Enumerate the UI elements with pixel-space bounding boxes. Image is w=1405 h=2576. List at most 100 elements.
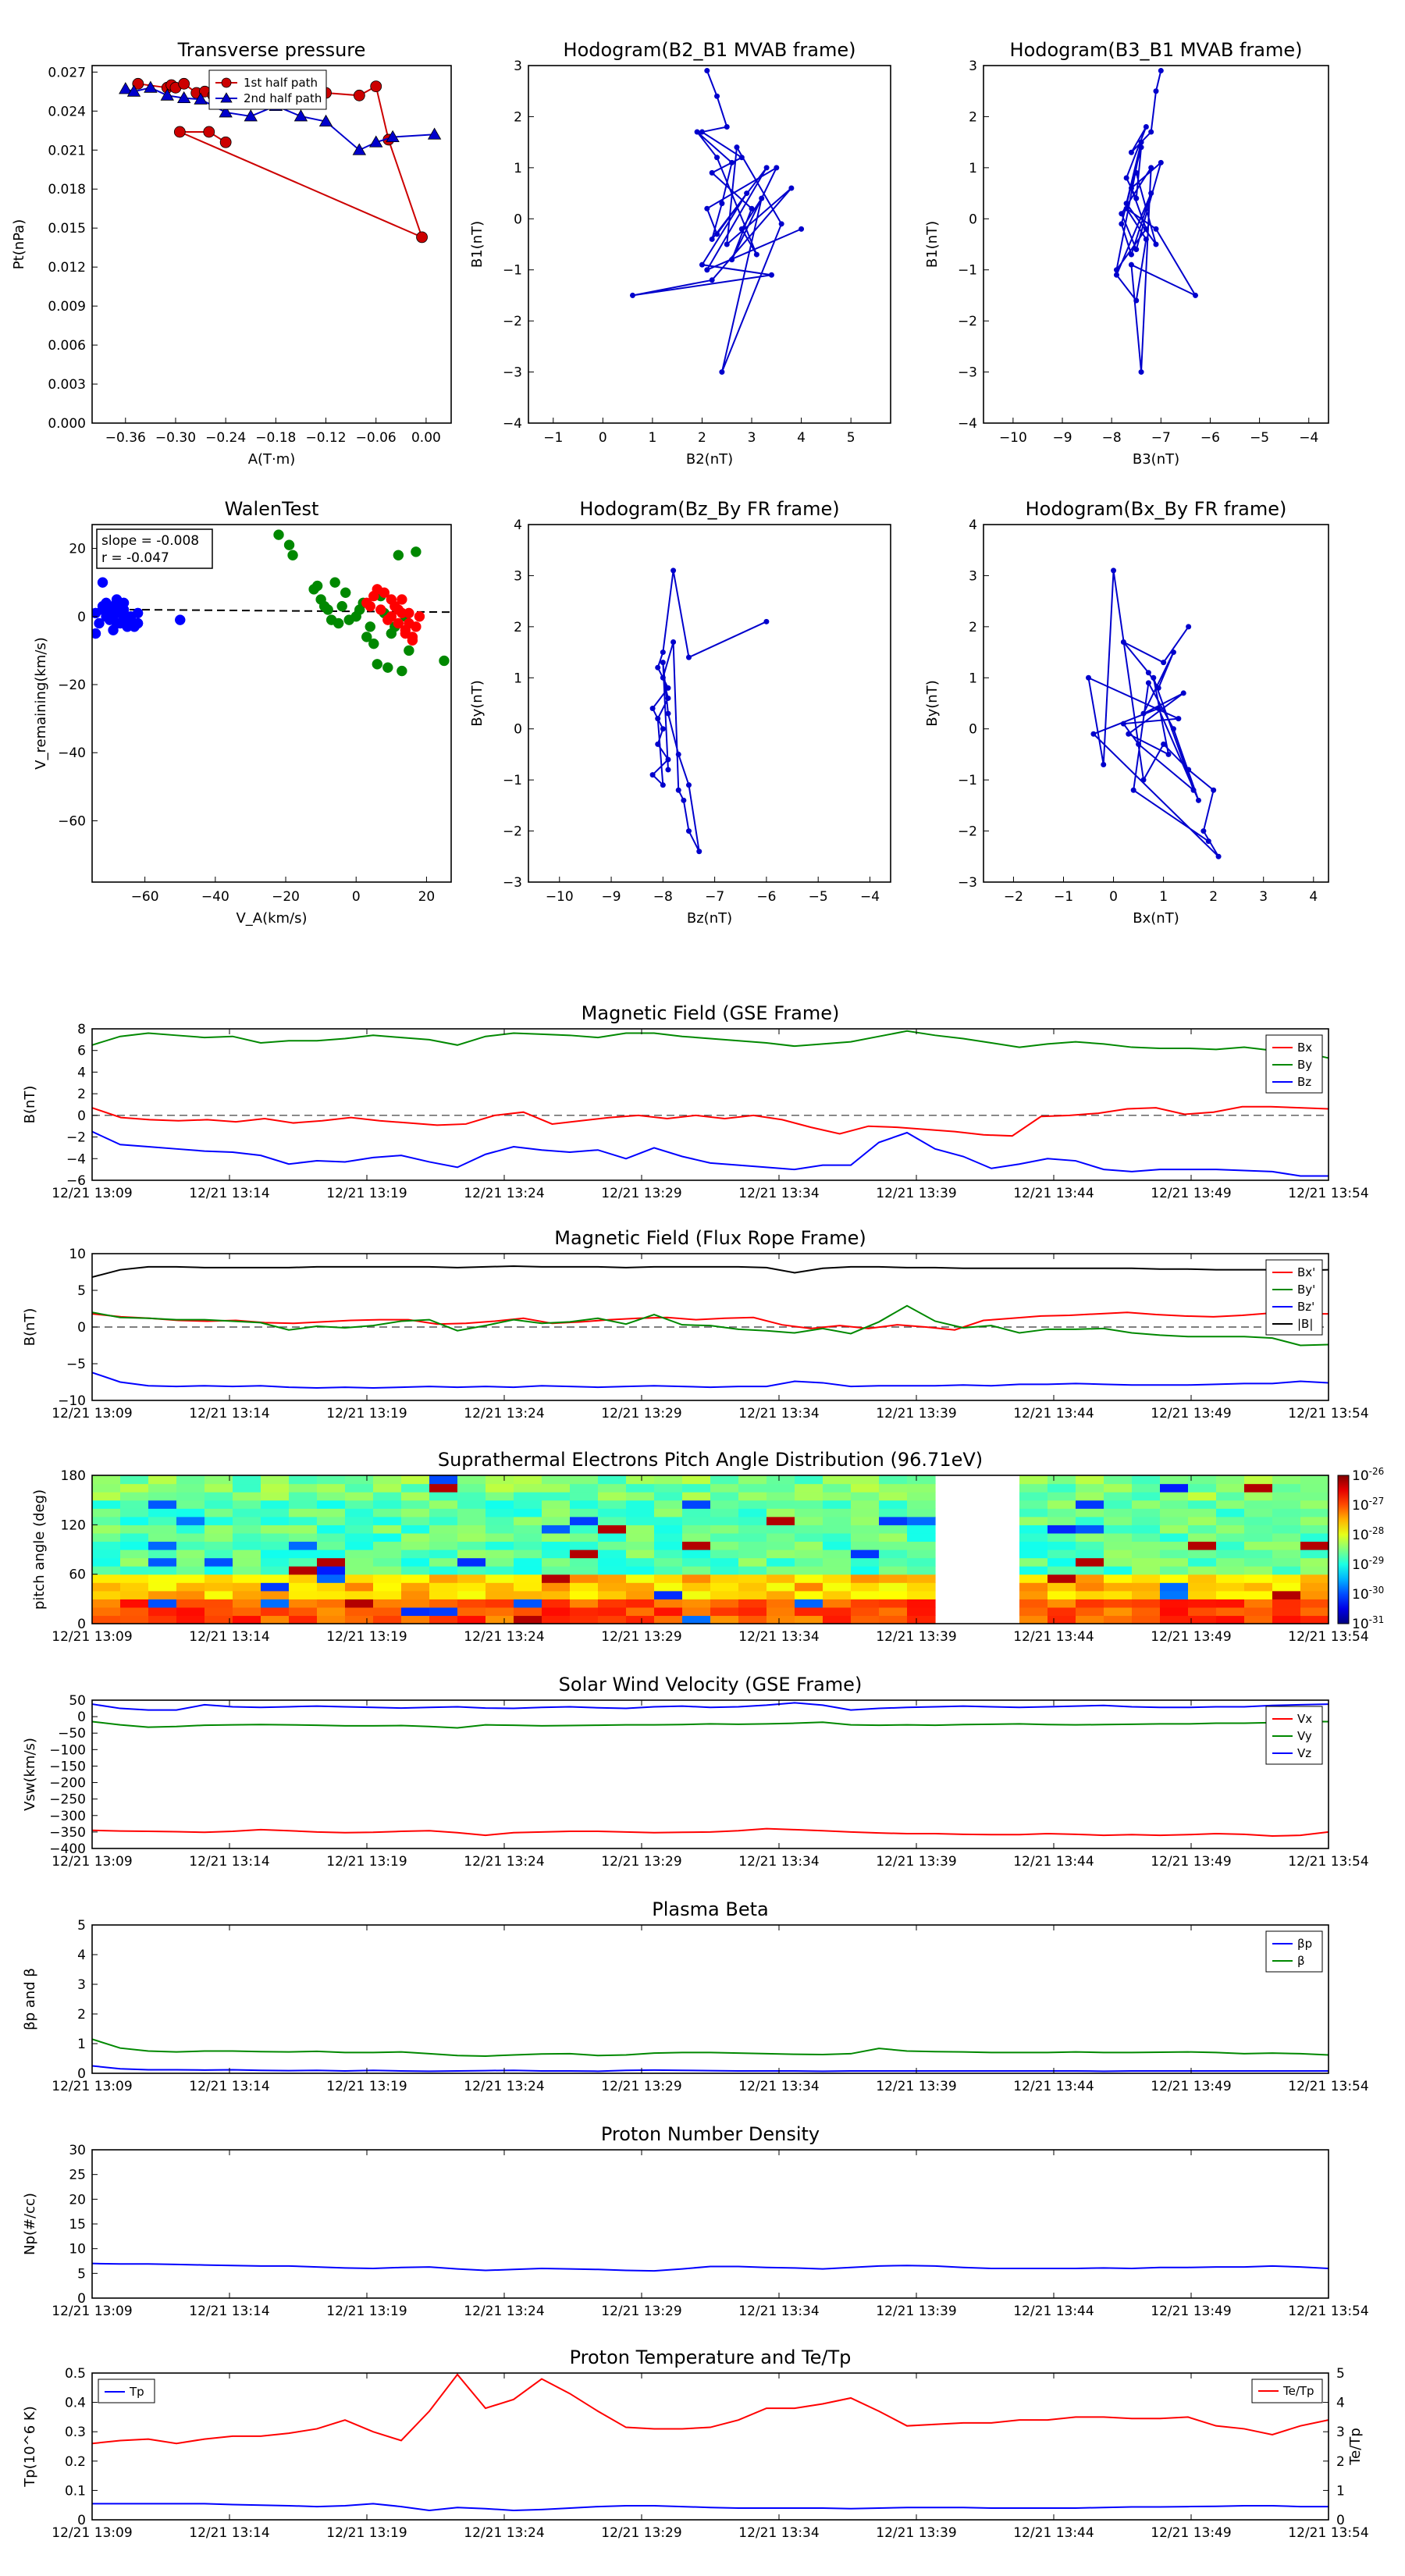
heatmap-cell — [907, 1541, 936, 1550]
heatmap-cell — [176, 1475, 205, 1485]
heatmap-cell — [1272, 1606, 1301, 1617]
data-point — [734, 144, 740, 151]
y-axis-label: B(nT) — [22, 1308, 38, 1347]
x-tick-label: 12/21 13:44 — [1013, 1186, 1094, 1201]
legend-label: Bx — [1297, 1041, 1312, 1055]
plot-area — [649, 568, 770, 855]
plot-area — [92, 529, 451, 677]
heatmap-cell — [823, 1475, 852, 1485]
heatmap-cell — [373, 1574, 402, 1583]
heatmap-cell — [401, 1475, 430, 1485]
heatmap-cell — [401, 1492, 430, 1501]
data-point — [340, 587, 351, 598]
legend-label: βp — [1297, 1937, 1312, 1951]
heatmap-cell — [1272, 1574, 1301, 1583]
y-axis-label: V_remaining(km/s) — [33, 637, 49, 770]
heatmap-cell — [879, 1532, 908, 1542]
data-point — [119, 82, 133, 94]
heatmap-cell — [767, 1508, 795, 1517]
legend-label: Te/Tp — [1282, 2384, 1314, 2398]
y-tick-label: −2 — [958, 314, 977, 329]
heatmap-cell — [176, 1508, 205, 1517]
heatmap-cell — [176, 1525, 205, 1534]
heatmap-cell — [120, 1516, 149, 1525]
heatmap-cell — [1132, 1590, 1161, 1599]
heatmap-cell — [598, 1508, 627, 1517]
heatmap-cell — [1272, 1483, 1301, 1493]
heatmap-cell — [1076, 1525, 1104, 1534]
heatmap-cell — [373, 1525, 402, 1534]
y-tick-label: 0.027 — [48, 65, 86, 80]
y-tick-label: −20 — [58, 678, 86, 693]
heatmap-cell — [851, 1500, 880, 1509]
heatmap-cell — [907, 1550, 936, 1559]
plot-frame — [91, 1475, 1329, 1624]
heatmap-cell — [429, 1606, 458, 1617]
heatmap-cell — [1019, 1599, 1048, 1608]
heatmap-cell — [738, 1606, 767, 1617]
heatmap-cell — [1048, 1582, 1076, 1592]
heatmap-cell — [233, 1599, 261, 1608]
heatmap-cell — [1076, 1590, 1104, 1599]
heatmap-cell — [710, 1574, 739, 1583]
heatmap-cell — [1300, 1475, 1329, 1485]
data-point — [799, 226, 805, 232]
y-tick-label: 1 — [969, 671, 977, 686]
heatmap-cell — [1272, 1582, 1301, 1592]
heatmap-cell — [486, 1475, 514, 1485]
heatmap-cell — [626, 1492, 655, 1501]
data-point — [660, 649, 666, 656]
heatmap-cell — [205, 1574, 233, 1583]
data-point — [132, 77, 144, 90]
data-point — [1123, 175, 1129, 181]
heatmap-cell — [176, 1599, 205, 1608]
heatmap-cell — [598, 1516, 627, 1525]
heatmap-cell — [1019, 1500, 1048, 1509]
data-point — [1148, 165, 1154, 171]
heatmap-cell — [120, 1606, 149, 1617]
heatmap-cell — [233, 1606, 261, 1617]
data-point — [365, 600, 376, 612]
heatmap-cell — [401, 1500, 430, 1509]
heatmap-cell — [486, 1582, 514, 1592]
data-point — [1123, 205, 1129, 212]
heatmap-cell — [1244, 1566, 1273, 1575]
heatmap-cell — [514, 1525, 542, 1534]
x-tick-label: 12/21 13:44 — [1013, 2304, 1094, 2319]
panel-title: Proton Number Density — [601, 2123, 820, 2145]
heatmap-cell — [598, 1500, 627, 1509]
data-point — [1128, 185, 1134, 191]
data-point — [1190, 787, 1197, 793]
panel-title: Magnetic Field (GSE Frame) — [582, 1002, 840, 1024]
heatmap-cell — [345, 1615, 374, 1624]
heatmap-cell — [1244, 1500, 1273, 1509]
data-point — [176, 91, 191, 104]
heatmap-cell — [1188, 1516, 1217, 1525]
y-tick-label: −40 — [58, 745, 86, 761]
heatmap-cell — [261, 1606, 290, 1617]
data-point — [273, 529, 284, 540]
heatmap-cell — [738, 1615, 767, 1624]
annotation-text: slope = -0.008 — [101, 533, 199, 549]
heatmap-cell — [1076, 1615, 1104, 1624]
heatmap-cell — [317, 1525, 346, 1534]
heatmap-cell — [429, 1550, 458, 1559]
x-tick-label: 12/21 13:24 — [464, 1186, 544, 1201]
y-axis-label: Np(#/cc) — [22, 2193, 38, 2255]
heatmap-cell — [457, 1557, 486, 1567]
x-tick-label: 12/21 13:09 — [52, 2304, 132, 2319]
heatmap-cell — [345, 1500, 374, 1509]
heatmap-cell — [654, 1615, 683, 1624]
heatmap-cell — [851, 1516, 880, 1525]
heatmap-cell — [907, 1574, 936, 1583]
data-point — [665, 756, 671, 763]
heatmap-cell — [373, 1483, 402, 1493]
heatmap-cell — [879, 1483, 908, 1493]
heatmap-cell — [176, 1590, 205, 1599]
heatmap-cell — [514, 1606, 542, 1617]
heatmap-cell — [626, 1599, 655, 1608]
heatmap-cell — [486, 1599, 514, 1608]
data-point — [778, 221, 784, 227]
y-tick-label: 0 — [77, 1320, 86, 1336]
heatmap-cell — [851, 1590, 880, 1599]
